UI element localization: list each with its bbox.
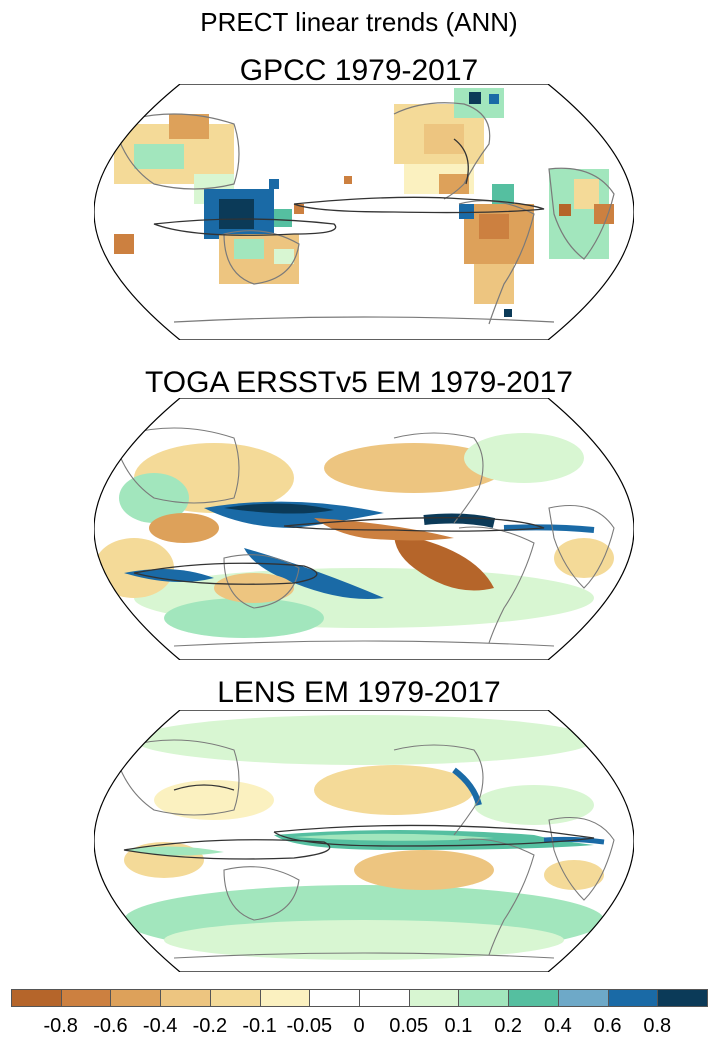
map-frame-toga [94, 398, 634, 660]
colorbar [11, 989, 708, 1009]
lens-coastlines [113, 739, 615, 959]
lens-contour [123, 784, 595, 860]
map-lens [94, 710, 634, 972]
gpcc-south-america [459, 184, 534, 317]
toga-coastlines [113, 427, 615, 647]
colorbar-label: -0.4 [142, 1015, 178, 1037]
colorbar-box [11, 989, 62, 1007]
colorbar-label: 0.6 [593, 1015, 622, 1037]
gpcc-coastlines [113, 102, 615, 325]
colorbar-label: -0.8 [43, 1015, 78, 1037]
colorbar-box [160, 989, 211, 1007]
gpcc-maritime [204, 176, 352, 239]
map-toga [94, 398, 634, 660]
panel-title-toga: TOGA ERSSTv5 EM 1979-2017 [145, 366, 573, 399]
colorbar-box [110, 989, 162, 1007]
panel-toga: TOGA ERSSTv5 EM 1979-2017 [0, 364, 718, 674]
colorbar-box [259, 989, 311, 1007]
colorbar-box [408, 989, 460, 1007]
colorbar-label: -0.1 [242, 1015, 277, 1037]
colorbar-box [458, 989, 510, 1007]
colorbar-label: -0.05 [286, 1015, 333, 1037]
colorbar-box [359, 989, 410, 1007]
panel-title-gpcc: GPCC 1979-2017 [239, 54, 479, 87]
map-frame-lens [94, 710, 634, 972]
colorbar-label: 0.05 [389, 1015, 429, 1037]
toga-contour [133, 517, 545, 585]
colorbar-label: 0.1 [444, 1015, 473, 1037]
panel-lens: LENS EM 1979-2017 [0, 676, 718, 976]
colorbar-box [309, 989, 360, 1007]
gpcc-australia [114, 234, 299, 284]
colorbar-box [557, 989, 609, 1007]
colorbar-box [607, 989, 659, 1007]
colorbar-label: -0.2 [192, 1015, 228, 1037]
map-frame-gpcc [94, 84, 634, 340]
panel-title-lens: LENS EM 1979-2017 [217, 676, 501, 709]
gpcc-contour [153, 138, 545, 236]
panel-gpcc: GPCC 1979-2017 [0, 52, 718, 352]
colorbar-box [508, 989, 559, 1007]
colorbar-box [657, 989, 708, 1007]
gpcc-africa [549, 169, 614, 259]
colorbar-label: 0.8 [643, 1015, 672, 1037]
colorbar-label: 0.2 [494, 1015, 523, 1037]
gpcc-north-america [394, 88, 504, 194]
colorbar-label: 0 [353, 1015, 365, 1037]
figure-title: PRECT linear trends (ANN) [200, 7, 518, 37]
map-gpcc [94, 84, 634, 340]
colorbar-label: -0.6 [93, 1015, 128, 1037]
colorbar-box [209, 989, 261, 1007]
colorbar-label: 0.4 [543, 1015, 572, 1037]
colorbar-box [60, 989, 112, 1007]
gpcc-asia [114, 114, 234, 204]
